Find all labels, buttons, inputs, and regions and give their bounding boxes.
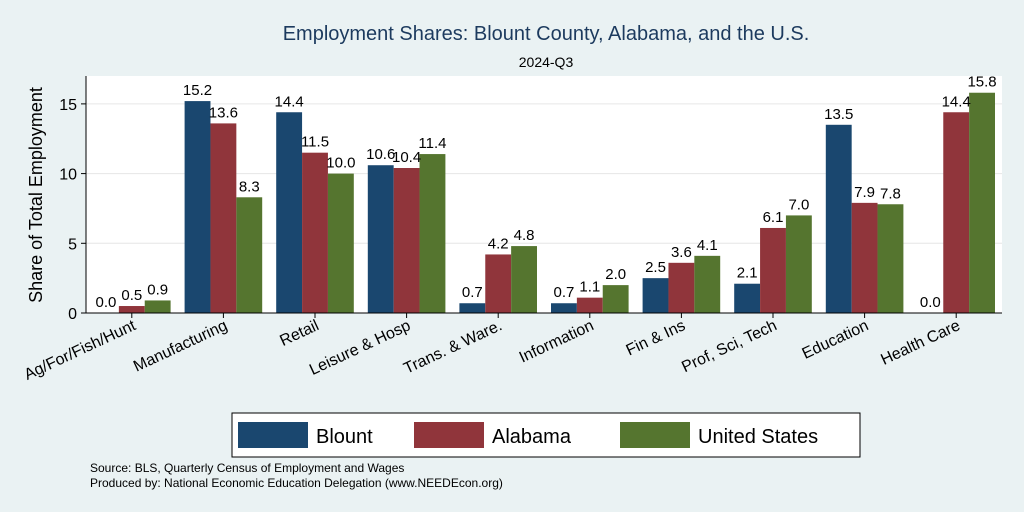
- legend-box: [231, 412, 861, 458]
- legend-swatch: [238, 422, 308, 448]
- bar-alabama: [118, 306, 145, 313]
- bar-blount: [367, 165, 394, 313]
- y-tick-label: 15: [59, 97, 77, 114]
- data-label: 4.2: [488, 235, 509, 252]
- data-label: 13.5: [824, 106, 853, 123]
- bar-alabama: [576, 297, 603, 313]
- source-note: Source: BLS, Quarterly Census of Employm…: [90, 461, 404, 475]
- bar-layer: [118, 92, 995, 314]
- data-label-layer: 0.0 0.5 0.915.213.68.314.411.510.0 10.610.4…: [96, 74, 997, 311]
- data-label: 3.6: [671, 244, 692, 261]
- y-tick-label: 10: [59, 167, 77, 184]
- data-label: 7.0: [788, 196, 809, 213]
- bar-united-states: [511, 246, 537, 313]
- data-label: 0.7: [462, 284, 483, 301]
- y-tick-layer: 0 5 10 15: [59, 97, 86, 323]
- bar-alabama: [943, 112, 970, 313]
- bar-united-states: [694, 255, 721, 313]
- bar-blount: [734, 283, 761, 313]
- bar-blount: [276, 112, 303, 313]
- data-label: 14.4: [942, 93, 971, 110]
- data-label: 10.0: [326, 155, 355, 172]
- data-label: 1.1: [579, 279, 600, 296]
- data-label: 4.8: [514, 227, 535, 244]
- data-label: 13.6: [209, 104, 238, 121]
- bar-blount: [825, 124, 852, 313]
- data-label: 10.6: [366, 146, 395, 163]
- data-label: 15.2: [183, 82, 212, 99]
- legend-label: Alabama: [492, 426, 572, 448]
- data-label: 0.0: [96, 294, 117, 311]
- bar-alabama: [302, 152, 328, 313]
- bar-united-states: [419, 154, 446, 313]
- data-label: 8.3: [239, 178, 260, 195]
- data-label: 6.1: [763, 209, 784, 226]
- data-label: 0.0: [920, 294, 941, 311]
- y-tick-label: 5: [68, 236, 77, 253]
- bar-united-states: [327, 173, 354, 313]
- data-label: 2.1: [737, 265, 758, 282]
- data-label: 11.5: [301, 134, 329, 151]
- bar-united-states: [144, 300, 171, 313]
- data-label: 7.8: [880, 185, 901, 202]
- bar-united-states: [236, 197, 263, 313]
- bar-blount: [459, 303, 486, 313]
- bar-united-states: [785, 215, 812, 313]
- legend-swatch: [414, 422, 484, 448]
- data-label: 14.4: [275, 93, 304, 110]
- producer-note: Produced by: National Economic Education…: [90, 476, 503, 490]
- bar-alabama: [760, 227, 786, 313]
- data-label: 2.5: [645, 259, 666, 276]
- bar-alabama: [485, 254, 512, 313]
- chart-subtitle: 2024-Q3: [519, 54, 574, 70]
- bar-blount: [551, 303, 577, 313]
- y-axis-label: Share of Total Employment: [26, 87, 46, 303]
- legend-label: United States: [698, 426, 818, 448]
- legend: Blount Alabama United States: [231, 412, 861, 458]
- bar-alabama: [851, 202, 878, 313]
- bar-blount: [642, 278, 669, 313]
- legend-swatch: [620, 422, 690, 448]
- bar-alabama: [668, 262, 695, 313]
- data-label: 2.0: [605, 266, 626, 283]
- bar-alabama: [210, 123, 237, 314]
- data-label: 15.8: [967, 74, 996, 91]
- data-label: 11.4: [418, 135, 446, 152]
- legend-label: Blount: [316, 426, 373, 448]
- bar-alabama: [393, 168, 420, 313]
- y-tick-label: 0: [68, 306, 77, 323]
- data-label: 0.9: [147, 281, 168, 298]
- data-label: 10.4: [392, 149, 421, 166]
- bar-united-states: [969, 92, 995, 313]
- bar-blount: [184, 101, 211, 313]
- bar-united-states: [877, 204, 904, 313]
- data-label: 7.9: [854, 184, 875, 201]
- data-label: 0.7: [554, 284, 575, 301]
- chart-title: Employment Shares: Blount County, Alabam…: [283, 23, 810, 45]
- bar-united-states: [602, 285, 629, 313]
- data-label: 4.1: [697, 237, 718, 254]
- data-label: 0.5: [121, 287, 142, 304]
